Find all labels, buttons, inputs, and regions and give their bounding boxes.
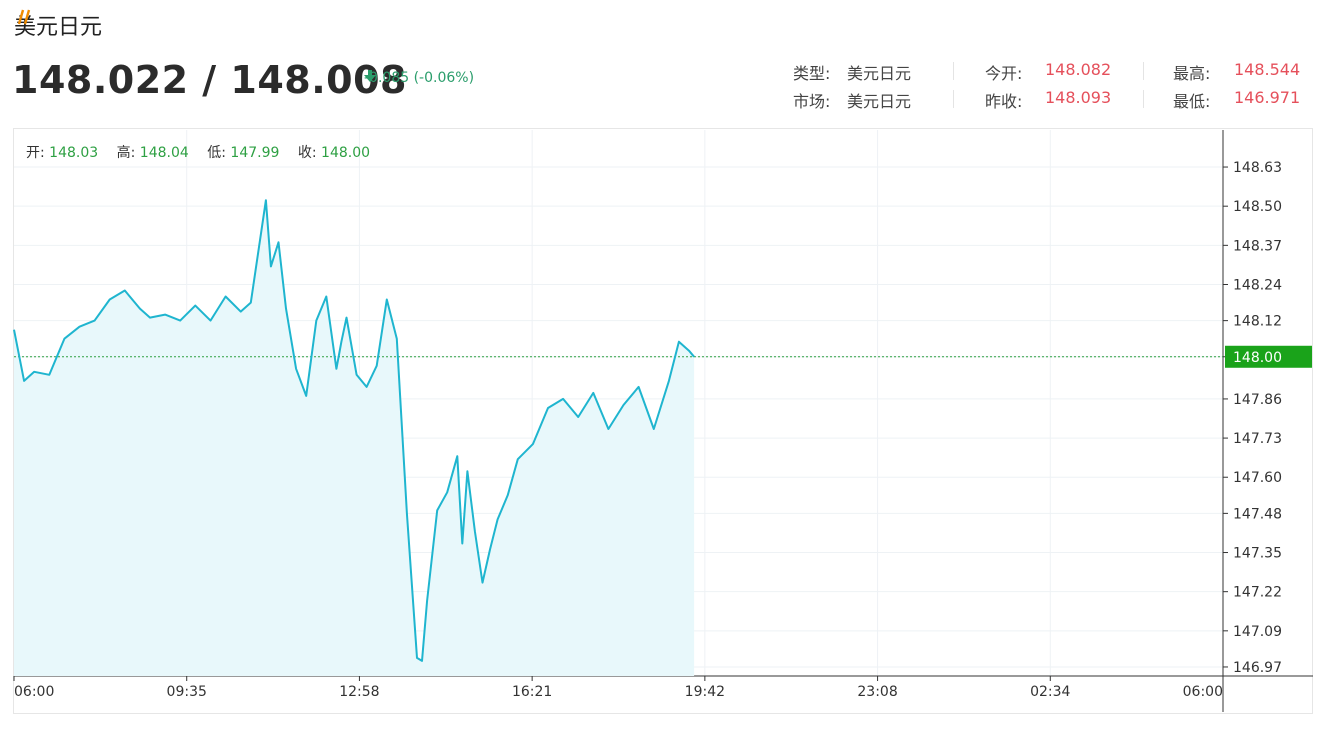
ohlc-close-value: 148.00 — [321, 145, 371, 161]
series-line — [13, 199, 695, 662]
type-label: 类型: — [793, 64, 831, 83]
type-value: 美元日元 — [847, 64, 912, 83]
y-tick-label: 147.22 — [1233, 585, 1282, 601]
ohlc-high-label: 高: — [116, 145, 136, 161]
down-arrow-icon — [364, 70, 376, 82]
change-value: -0.085 (-0.06%) — [364, 70, 475, 86]
x-tick-label: 09:35 — [167, 684, 207, 700]
ohlc-open-label: 开: — [26, 145, 45, 161]
y-tick-label: 147.60 — [1233, 470, 1282, 486]
y-tick-label: 146.97 — [1233, 660, 1282, 676]
x-tick-label: 19:42 — [685, 684, 725, 700]
stats-row-1: 类型: 美元日元 今开: 148.082 最高: 148.544 — [793, 58, 1313, 86]
x-tick-label: 02:34 — [1030, 684, 1070, 700]
open-value: 148.082 — [1045, 60, 1112, 79]
y-tick-label: 148.63 — [1233, 160, 1282, 176]
x-tick-label: 06:00 — [14, 684, 54, 700]
ohlc-high-value: 148.04 — [139, 145, 189, 161]
ohlc-close-label: 收: — [297, 145, 317, 161]
low-label: 最低: — [1173, 92, 1211, 111]
y-tick-label: 148.50 — [1233, 199, 1282, 215]
bid-ask-price: 148.022 / 148.008 — [12, 58, 407, 102]
current-price-tag — [1225, 345, 1312, 368]
market-value: 美元日元 — [847, 92, 912, 111]
x-tick-label: 23:08 — [857, 684, 897, 700]
y-tick-label: 147.09 — [1233, 624, 1282, 640]
ohlc-low-value: 147.99 — [230, 145, 280, 161]
x-tick-label: 12:58 — [339, 684, 379, 700]
open-label: 今开: — [985, 64, 1023, 83]
y-tick-label: 148.12 — [1233, 314, 1282, 330]
ohlc-open-value: 148.03 — [49, 145, 99, 161]
x-tick-label: 06:00 — [1183, 684, 1223, 700]
current-price-label: 148.00 — [1233, 350, 1282, 366]
y-tick-label: 148.24 — [1233, 277, 1282, 293]
ohlc-readout: 开: 148.03 高: 148.04 低: 147.99 收: 148.00 — [26, 142, 384, 162]
series-area — [14, 200, 695, 676]
price-change: -0.085 (-0.06%) — [364, 70, 474, 86]
prev-close-value: 148.093 — [1045, 88, 1112, 107]
header: 美元日元 — [14, 8, 102, 42]
page-title: 美元日元 — [14, 15, 103, 40]
market-label: 市场: — [793, 92, 831, 111]
y-tick-label: 147.86 — [1233, 392, 1282, 408]
stats-panel: 类型: 美元日元 今开: 148.082 最高: 148.544 市场: 美元日… — [793, 58, 1313, 114]
stats-divider — [1143, 90, 1144, 108]
low-value: 146.971 — [1234, 88, 1301, 107]
prev-close-label: 昨收: — [985, 92, 1023, 111]
stats-divider — [1143, 62, 1144, 80]
high-value: 148.544 — [1234, 60, 1301, 79]
y-tick-label: 148.37 — [1233, 238, 1282, 254]
y-tick-label: 147.48 — [1233, 506, 1282, 522]
x-tick-label: 16:21 — [512, 684, 552, 700]
stats-row-2: 市场: 美元日元 昨收: 148.093 最低: 146.971 — [793, 86, 1313, 114]
stats-divider — [953, 90, 954, 108]
stats-divider — [953, 62, 954, 80]
y-tick-label: 147.73 — [1233, 431, 1282, 447]
y-tick-label: 147.35 — [1233, 546, 1282, 562]
ohlc-low-label: 低: — [207, 145, 226, 161]
chart-frame — [13, 128, 1313, 714]
slash-logo-icon — [17, 9, 31, 25]
high-label: 最高: — [1173, 64, 1211, 83]
